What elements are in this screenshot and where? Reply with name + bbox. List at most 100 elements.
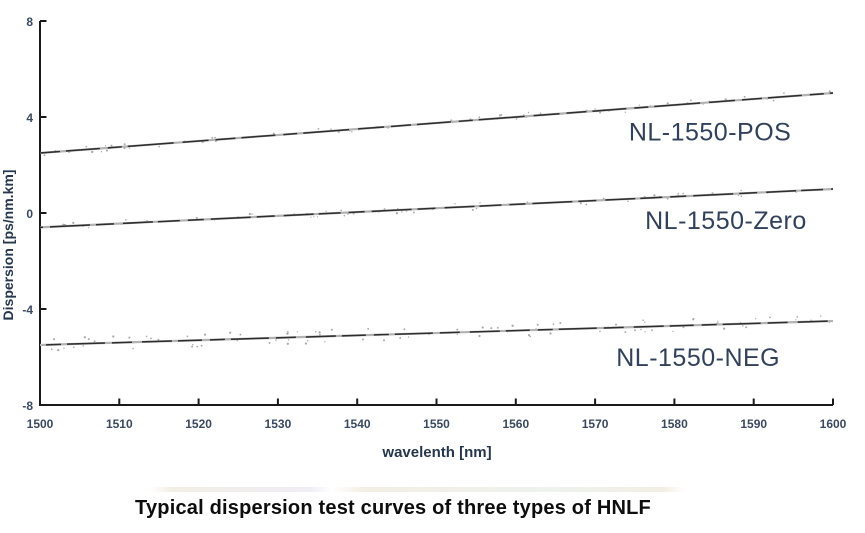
trace-noise-dot <box>692 318 695 321</box>
trace-noise-dot <box>407 336 410 338</box>
trace-noise-dot <box>475 207 478 210</box>
trace-noise-dot <box>769 316 771 319</box>
y-tick-label: -8 <box>22 399 33 413</box>
trace-noise-dot <box>634 329 636 332</box>
trace-noise-dot <box>287 332 289 334</box>
x-axis-title: wavelenth [nm] <box>381 444 491 461</box>
trace-noise-dot <box>722 327 726 330</box>
trace-NL-1550-POS <box>39 92 834 154</box>
trace-noise-dot <box>627 200 629 203</box>
trace-noise-dot <box>795 319 797 321</box>
trace-noise-dot <box>515 118 518 120</box>
trace-noise-dot <box>351 131 353 133</box>
trace-noise-dot <box>819 315 822 317</box>
trace-noise-dot <box>539 112 542 115</box>
trace-noise-dot <box>399 337 402 339</box>
x-tick-label: 1520 <box>185 417 212 431</box>
trace-noise-dot <box>195 216 198 219</box>
trace-noise-dot <box>795 191 797 194</box>
trace-noise-dot <box>638 104 641 106</box>
trace-noise-dot <box>479 202 481 204</box>
trace-noise-dot <box>498 114 501 117</box>
trace-noise-dot <box>229 331 232 334</box>
trace-noise-dot <box>211 136 214 139</box>
y-tick-label: 8 <box>26 15 33 29</box>
trace-noise-dot <box>105 149 108 152</box>
x-tick-label: 1600 <box>820 417 847 431</box>
trace-noise-dot <box>63 347 65 349</box>
trace-noise-dot <box>401 211 403 213</box>
trace-noise-dot <box>383 208 386 210</box>
trace-noise-dot <box>367 327 370 330</box>
trace-noise-dot <box>717 320 719 322</box>
trace-noise-dot <box>112 335 115 338</box>
trace-noise-dot <box>43 154 46 157</box>
trace-noise-dot <box>296 331 299 333</box>
trace-noise-dot <box>740 195 743 198</box>
trace-noise-dot <box>651 329 653 332</box>
trace-noise-dot <box>527 334 531 337</box>
trace-noise-dot <box>361 338 365 341</box>
trace-noise-dot <box>318 331 321 334</box>
trace-noise-dot <box>677 192 679 195</box>
trace-noise-dot <box>82 345 85 347</box>
y-axis-title: Dispersion [ps/nm.km] <box>0 170 16 321</box>
trace-noise-dot <box>640 328 642 331</box>
trace-noise-dot <box>100 151 103 153</box>
trace-noise-dot <box>471 208 474 211</box>
trace-noise-dot <box>191 344 194 346</box>
trace-noise-dot <box>405 210 408 212</box>
trace-noise-dot <box>585 203 588 206</box>
trace-noise-dot <box>310 216 312 218</box>
trace-noise-dot <box>330 328 333 331</box>
trace-noise-dot <box>527 111 530 114</box>
trace-noise-dot <box>743 95 746 98</box>
trace-noise-dot <box>490 327 493 330</box>
trace-noise-dot <box>666 102 669 105</box>
trace-noise-dot <box>478 116 481 119</box>
x-tick-label: 1540 <box>344 417 371 431</box>
figure-caption: Typical dispersion test curves of three … <box>135 497 651 519</box>
trace-noise-dot <box>689 99 692 102</box>
trace-noise-dot <box>91 150 94 154</box>
trace-noise-dot <box>511 324 514 327</box>
y-tick-label: -4 <box>22 303 33 317</box>
trace-noise-dot <box>796 316 799 318</box>
trace-noise-dot <box>552 323 555 326</box>
trace-noise-dot <box>72 221 75 224</box>
trace-noise-dot <box>330 128 332 130</box>
trace-noise-dot <box>383 339 385 342</box>
trace-noise-dot <box>644 331 646 333</box>
trace-noise-dot <box>313 216 315 218</box>
trace-noise-dot <box>132 347 134 350</box>
trace-base-NL-1550-NEG <box>39 319 834 347</box>
x-tick-label: 1510 <box>106 417 133 431</box>
trace-noise-dot <box>403 328 406 331</box>
trace-noise-dot <box>412 211 415 214</box>
trace-noise-dot <box>87 227 90 229</box>
x-tick-label: 1580 <box>661 417 688 431</box>
trace-noise-dot <box>724 98 727 101</box>
trace-noise-dot <box>456 328 459 331</box>
trace-noise-dot <box>340 209 343 212</box>
series-label-NL-1550-NEG: NL-1550-NEG <box>616 344 780 372</box>
series-label-NL-1550-Zero: NL-1550-Zero <box>645 207 807 235</box>
trace-noise-dot <box>196 345 198 348</box>
trace-noise-dot <box>772 99 775 102</box>
x-tick-label: 1550 <box>423 417 450 431</box>
trace-noise-dot <box>536 323 539 326</box>
trace-noise-dot <box>110 144 113 147</box>
trace-noise-dot <box>319 333 321 336</box>
trace-noise-dot <box>599 111 602 114</box>
x-tick-label: 1590 <box>740 417 767 431</box>
trace-noise-dot <box>579 202 582 205</box>
trace-noise-dot <box>642 319 644 322</box>
trace-noise-dot <box>395 212 399 215</box>
trace-noise-dot <box>87 338 90 341</box>
trace-noise-dot <box>214 136 216 139</box>
trace-noise-dot <box>306 340 309 342</box>
trace-noise-dot <box>287 339 290 341</box>
series-label-NL-1550-POS: NL-1550-POS <box>629 118 792 146</box>
trace-noise-dot <box>123 143 126 146</box>
trace-noise-dot <box>682 326 685 329</box>
